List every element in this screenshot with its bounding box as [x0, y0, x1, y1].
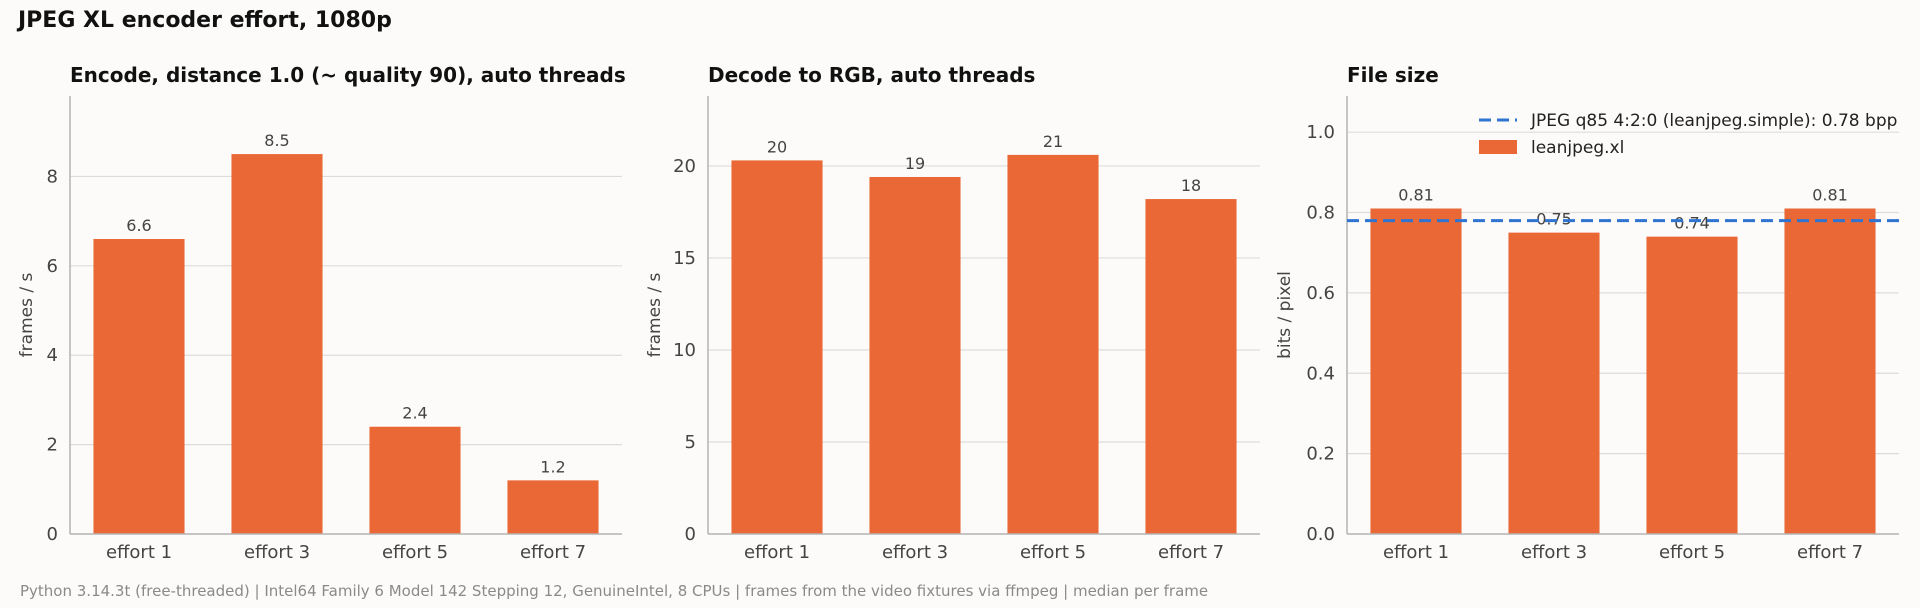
x-tick-label: effort 7 — [1797, 542, 1863, 563]
x-tick-label: effort 3 — [882, 542, 948, 563]
y-tick-label: 0.0 — [1306, 524, 1335, 545]
data-label: 8.5 — [264, 131, 289, 150]
y-tick-label: 6 — [47, 256, 58, 277]
chart-title: File size — [1347, 63, 1439, 87]
chart-title: Encode, distance 1.0 (~ quality 90), aut… — [70, 63, 626, 87]
data-label: 6.6 — [126, 216, 151, 235]
chart-panel-2: Decode to RGB, auto threads 0 5 10 15 20 frame… — [645, 63, 1260, 563]
y-tick-label: 8 — [47, 166, 58, 187]
y-tick-label: 0 — [685, 524, 696, 545]
bar — [369, 426, 461, 534]
bar — [1784, 208, 1876, 534]
legend-entry: JPEG q85 4:2:0 (leanjpeg.simple): 0.78 b… — [1530, 111, 1897, 131]
y-tick-label: 1.0 — [1306, 122, 1335, 143]
chart-title: Decode to RGB, auto threads — [708, 63, 1035, 87]
x-tick-label: effort 1 — [106, 542, 172, 563]
data-label: 19 — [905, 154, 925, 173]
x-tick-label: effort 7 — [1158, 542, 1224, 563]
bar — [731, 160, 823, 535]
y-tick-label: 5 — [685, 432, 696, 453]
data-label: 21 — [1043, 132, 1063, 151]
x-tick-label: effort 5 — [1659, 542, 1725, 563]
legend-bar-swatch — [1479, 140, 1517, 154]
x-tick-label: effort 1 — [744, 542, 810, 563]
bar — [1370, 208, 1462, 534]
y-axis-label: frames / s — [17, 273, 37, 358]
bar — [1508, 232, 1600, 535]
y-tick-label: 0 — [47, 524, 58, 545]
y-tick-label: 2 — [47, 435, 58, 456]
x-tick-label: effort 7 — [520, 542, 586, 563]
y-tick-label: 4 — [47, 345, 58, 366]
bar — [869, 176, 961, 534]
y-tick-label: 0.2 — [1306, 444, 1335, 465]
x-tick-label: effort 5 — [1020, 542, 1086, 563]
bar — [1145, 199, 1237, 534]
bar — [507, 480, 599, 534]
figure-title: JPEG XL encoder effort, 1080p — [18, 8, 392, 33]
bar — [1007, 154, 1099, 535]
chart-panel-3: File size 0.0 0.2 0.4 0.6 0.8 1.0 bits / pixel 0… — [1275, 63, 1899, 563]
data-label: 1.2 — [540, 457, 565, 476]
y-tick-label: 20 — [673, 156, 696, 177]
data-label: 0.74 — [1674, 214, 1710, 233]
y-axis-label: bits / pixel — [1275, 271, 1295, 359]
x-tick-label: effort 5 — [382, 542, 448, 563]
data-label: 18 — [1181, 176, 1201, 195]
chart-panel-1: Encode, distance 1.0 (~ quality 90), aut… — [17, 63, 626, 563]
x-tick-label: effort 1 — [1383, 542, 1449, 563]
y-tick-label: 0.8 — [1306, 203, 1335, 224]
data-label: 20 — [767, 137, 787, 156]
legend-entry: leanjpeg.xl — [1531, 138, 1624, 158]
x-tick-label: effort 3 — [1521, 542, 1587, 563]
data-label: 2.4 — [402, 404, 427, 423]
y-tick-label: 0.4 — [1306, 363, 1335, 384]
x-tick-label: effort 3 — [244, 542, 310, 563]
bar — [1646, 236, 1738, 534]
data-label: 0.81 — [1398, 186, 1434, 205]
y-axis-label: frames / s — [645, 273, 665, 358]
y-tick-label: 15 — [673, 248, 696, 269]
footer-note: Python 3.14.3t (free-threaded) | Intel64… — [20, 582, 1209, 600]
data-label: 0.81 — [1812, 186, 1848, 205]
bar — [93, 239, 185, 535]
y-tick-label: 10 — [673, 340, 696, 361]
bar — [231, 154, 323, 534]
y-tick-label: 0.6 — [1306, 283, 1335, 304]
